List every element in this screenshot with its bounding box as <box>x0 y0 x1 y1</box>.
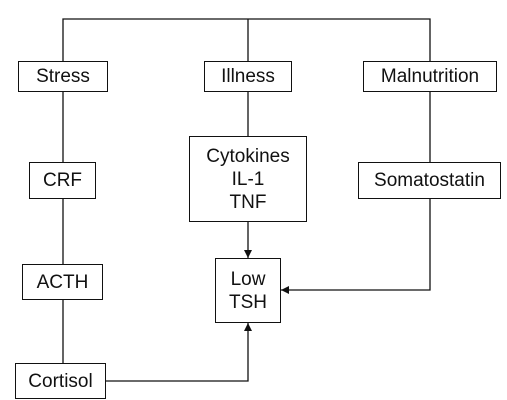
arrow-somatostatin-low-tsh <box>281 199 431 294</box>
acth-label: ACTH <box>36 271 89 293</box>
cytokines-label-line-1: Cytokines <box>206 145 290 167</box>
low-tsh-box: Low TSH <box>215 258 281 323</box>
top-bus-line <box>62 18 431 61</box>
arrow-cortisol-low-tsh <box>106 323 252 382</box>
malnutrition-box: Malnutrition <box>363 61 497 92</box>
low-tsh-label-line-1: Low <box>230 268 266 290</box>
illness-label: Illness <box>221 66 275 87</box>
malnutrition-label: Malnutrition <box>380 66 480 87</box>
stress-label: Stress <box>36 66 90 87</box>
stress-box: Stress <box>18 61 108 92</box>
somatostatin-label: Somatostatin <box>374 170 485 191</box>
crf-label: CRF <box>42 170 83 191</box>
illness-box: Illness <box>204 61 292 92</box>
crf-box: CRF <box>29 162 96 199</box>
somatostatin-box: Somatostatin <box>358 162 501 199</box>
cytokines-box: Cytokines IL-1 TNF <box>189 136 307 222</box>
cytokines-label-line-2: IL-1 <box>231 168 265 190</box>
cytokines-label-line-3: TNF <box>229 191 267 213</box>
cortisol-box: Cortisol <box>15 363 106 399</box>
low-tsh-label-line-2: TSH <box>229 291 267 313</box>
cortisol-label: Cortisol <box>28 370 93 392</box>
acth-box: ACTH <box>22 264 103 300</box>
